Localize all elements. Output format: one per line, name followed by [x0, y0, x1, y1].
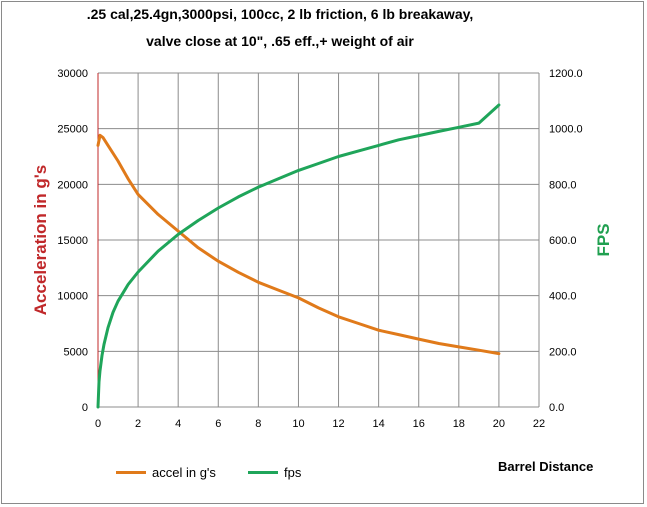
x-tick-label: 10 [292, 418, 304, 430]
y-left-tick-label: 5000 [64, 346, 88, 358]
x-tick-label: 20 [493, 418, 505, 430]
y-axis-left-label: Acceleration in g's [31, 165, 50, 315]
y-right-tick-label: 0.0 [549, 402, 564, 414]
y-left-tick-label: 15000 [57, 235, 88, 247]
y-right-tick-label: 400.0 [549, 291, 577, 303]
x-tick-label: 8 [255, 418, 261, 430]
x-tick-label: 16 [413, 418, 425, 430]
y-right-tick-label: 600.0 [549, 235, 577, 247]
y-left-tick-label: 0 [82, 402, 88, 414]
legend-swatch-accel [116, 471, 146, 474]
y-left-tick-label: 10000 [57, 291, 88, 303]
y-right-tick-label: 1000.0 [549, 124, 583, 136]
y-left-tick-label: 25000 [57, 124, 88, 136]
axes [97, 73, 540, 408]
series-line-accel [96, 133, 501, 356]
x-tick-label: 4 [175, 418, 181, 430]
series-group [96, 103, 501, 409]
chart-title-line-2: valve close at 10", .65 eff.,+ weight of… [146, 33, 414, 49]
legend-item-accel: accel in g's [116, 465, 216, 480]
legend-label-accel: accel in g's [152, 465, 216, 480]
x-tick-label: 18 [453, 418, 465, 430]
legend-label-fps: fps [284, 465, 302, 480]
y-right-tick-label: 800.0 [549, 179, 577, 191]
x-tick-label: 14 [373, 418, 385, 430]
y-right-tick-label: 1200.0 [549, 68, 583, 80]
x-axis-label: Barrel Distance [498, 459, 594, 474]
x-tick-label: 12 [332, 418, 344, 430]
y-left-tick-label: 20000 [57, 179, 88, 191]
y-right-tick-label: 200.0 [549, 346, 577, 358]
tick-labels: 0500010000150002000025000300000.0200.040… [57, 68, 582, 430]
legend-item-fps: fps [248, 465, 301, 480]
series-line-fps [96, 103, 501, 409]
y-left-tick-label: 30000 [57, 68, 88, 80]
y-axis-right-label: FPS [594, 223, 613, 256]
x-tick-label: 2 [135, 418, 141, 430]
legend-swatch-fps [248, 471, 278, 474]
x-tick-label: 6 [215, 418, 221, 430]
chart-title-line-1: .25 cal,25.4gn,3000psi, 100cc, 2 lb fric… [86, 6, 474, 22]
x-tick-label: 0 [95, 418, 101, 430]
x-tick-label: 22 [533, 418, 545, 430]
